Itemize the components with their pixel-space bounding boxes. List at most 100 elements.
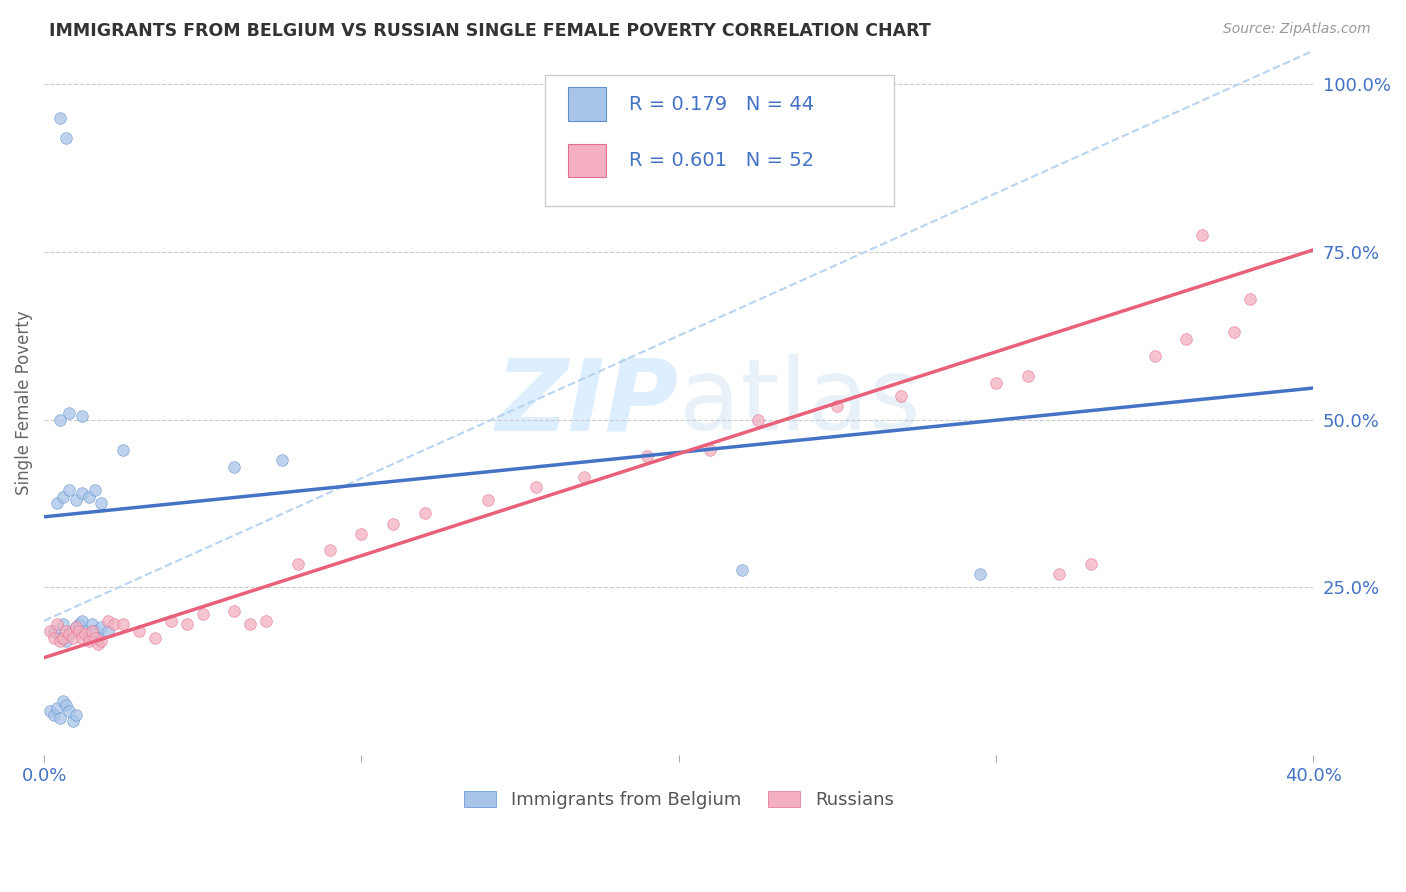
Point xyxy=(45,617,67,632)
Point xyxy=(572,469,595,483)
Point xyxy=(55,624,77,638)
Point xyxy=(52,617,75,632)
Point xyxy=(58,627,80,641)
Point xyxy=(969,566,991,581)
Point xyxy=(58,483,80,497)
Point xyxy=(176,617,198,632)
Point xyxy=(42,624,65,638)
Point xyxy=(1175,332,1198,346)
Point xyxy=(80,624,103,638)
Point xyxy=(42,707,65,722)
Point xyxy=(731,564,754,578)
Point xyxy=(1223,326,1246,340)
Point xyxy=(103,617,125,632)
Text: atlas: atlas xyxy=(679,354,921,451)
Point xyxy=(75,624,97,638)
Point xyxy=(128,624,150,638)
Point xyxy=(224,604,246,618)
Point xyxy=(77,631,100,645)
Point xyxy=(42,631,65,645)
Point xyxy=(160,614,183,628)
Point xyxy=(90,496,112,510)
Point xyxy=(191,607,214,621)
Point xyxy=(49,631,72,645)
Point xyxy=(143,631,166,645)
Point xyxy=(55,633,77,648)
Point xyxy=(984,376,1007,390)
Point xyxy=(62,714,84,729)
Point xyxy=(90,620,112,634)
Point xyxy=(52,694,75,708)
Point xyxy=(87,637,110,651)
Point xyxy=(87,631,110,645)
Point xyxy=(890,389,912,403)
Point xyxy=(112,617,135,632)
Point xyxy=(67,624,90,638)
Point xyxy=(58,406,80,420)
Point xyxy=(39,624,62,638)
Point xyxy=(70,631,93,645)
Point xyxy=(747,412,769,426)
Point xyxy=(49,711,72,725)
FancyBboxPatch shape xyxy=(546,75,894,206)
Point xyxy=(49,412,72,426)
Point xyxy=(65,493,87,508)
Point xyxy=(45,496,67,510)
Point xyxy=(318,543,340,558)
Point xyxy=(58,704,80,718)
Point xyxy=(1191,228,1213,243)
Point xyxy=(67,617,90,632)
Point xyxy=(112,442,135,457)
Point xyxy=(77,490,100,504)
Point xyxy=(83,483,105,497)
Point xyxy=(65,707,87,722)
Point xyxy=(70,409,93,424)
Point xyxy=(254,614,277,628)
Point xyxy=(413,507,436,521)
Point xyxy=(477,493,499,508)
Point xyxy=(45,701,67,715)
Point xyxy=(80,617,103,632)
Point xyxy=(1049,566,1071,581)
Text: R = 0.601   N = 52: R = 0.601 N = 52 xyxy=(630,151,814,170)
Point xyxy=(55,131,77,145)
Point xyxy=(52,490,75,504)
Point xyxy=(287,557,309,571)
Point xyxy=(90,633,112,648)
Point xyxy=(75,627,97,641)
Point xyxy=(62,624,84,638)
Point xyxy=(58,627,80,641)
FancyBboxPatch shape xyxy=(568,87,606,121)
Point xyxy=(55,698,77,712)
Point xyxy=(62,631,84,645)
Point xyxy=(224,459,246,474)
Point xyxy=(70,486,93,500)
Point xyxy=(77,633,100,648)
Point xyxy=(49,111,72,125)
Point xyxy=(827,399,849,413)
Point xyxy=(1143,349,1166,363)
Text: IMMIGRANTS FROM BELGIUM VS RUSSIAN SINGLE FEMALE POVERTY CORRELATION CHART: IMMIGRANTS FROM BELGIUM VS RUSSIAN SINGL… xyxy=(49,22,931,40)
Point xyxy=(83,624,105,638)
Point xyxy=(39,704,62,718)
Point xyxy=(83,631,105,645)
Text: Source: ZipAtlas.com: Source: ZipAtlas.com xyxy=(1223,22,1371,37)
FancyBboxPatch shape xyxy=(568,144,606,178)
Point xyxy=(65,620,87,634)
Text: ZIP: ZIP xyxy=(496,354,679,451)
Point xyxy=(239,617,262,632)
Point xyxy=(636,450,658,464)
Point xyxy=(97,624,120,638)
Point xyxy=(65,620,87,634)
Point xyxy=(382,516,405,531)
Point xyxy=(97,614,120,628)
Text: R = 0.179   N = 44: R = 0.179 N = 44 xyxy=(630,95,814,113)
Point xyxy=(699,442,721,457)
Point xyxy=(70,614,93,628)
Point xyxy=(49,633,72,648)
Legend: Immigrants from Belgium, Russians: Immigrants from Belgium, Russians xyxy=(457,783,901,816)
Point xyxy=(350,526,373,541)
Y-axis label: Single Female Poverty: Single Female Poverty xyxy=(15,310,32,495)
Point xyxy=(271,452,294,467)
Point xyxy=(524,480,547,494)
